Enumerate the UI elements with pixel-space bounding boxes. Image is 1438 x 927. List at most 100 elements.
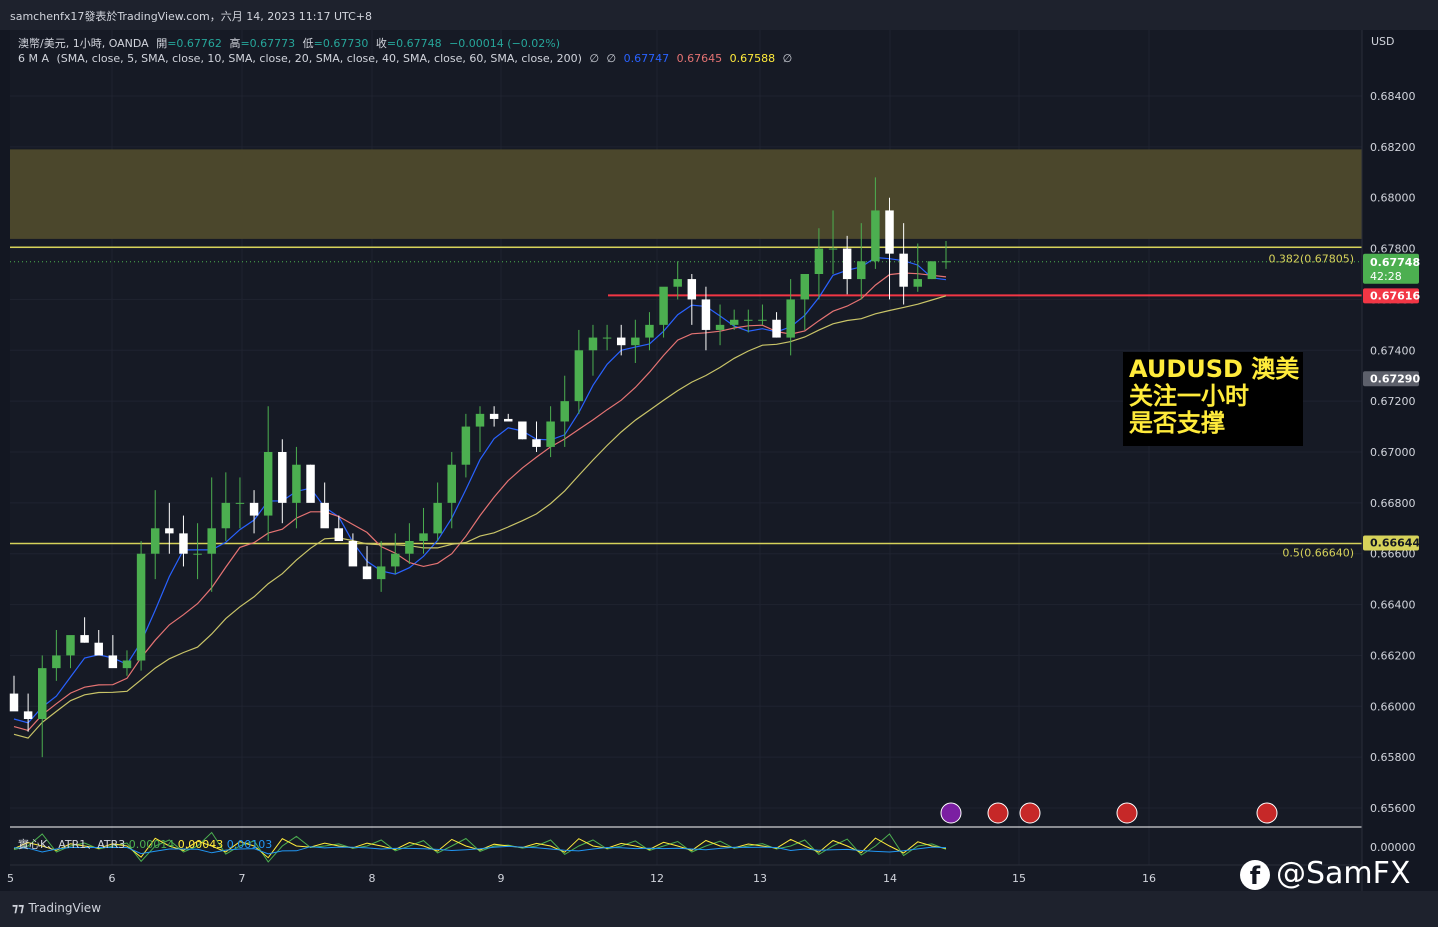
candle-body: [574, 350, 584, 402]
price-axis: 0.684000.682000.680000.678000.676000.674…: [1370, 90, 1416, 854]
watermark-text: @SamFX: [1276, 856, 1411, 891]
close-label: 收: [375, 37, 387, 50]
price-tick-label: 0.67200: [1370, 395, 1416, 408]
close-value: =0.67748: [386, 37, 442, 50]
candle-body: [758, 319, 767, 321]
candle-body: [38, 668, 47, 719]
candle-body: [419, 533, 428, 541]
candle-body: [885, 210, 894, 254]
high-label: 高: [229, 37, 241, 50]
candle-body: [94, 642, 103, 656]
tradingview-brand[interactable]: ⁊⁊ TradingView: [12, 901, 101, 915]
price-tick-label: 0.67000: [1370, 446, 1416, 459]
moving-averages: [13, 256, 947, 739]
price-tick-label: 0.68000: [1370, 192, 1416, 205]
ma-value-1: 0.67747: [623, 52, 670, 65]
last-price-tag-bg: [1363, 253, 1419, 284]
candle-body: [221, 502, 231, 529]
facebook-icon: f: [1240, 859, 1270, 890]
price-tick-label: 0.66600: [1370, 548, 1416, 561]
atr-line-2: [13, 837, 947, 859]
ma-value-2: 0.67645: [676, 52, 723, 65]
last-price-tag: 0.67748: [1370, 256, 1420, 269]
publish-header: samchenfx17發表於TradingView.com，六月 14, 202…: [0, 0, 1438, 30]
currency-label: USD: [1371, 35, 1395, 48]
candle-body: [278, 452, 287, 503]
candle-body: [673, 279, 682, 287]
candle-body: [927, 261, 937, 280]
candle-body: [800, 274, 810, 300]
time-tick-label: 9: [498, 872, 505, 885]
candle-body: [165, 528, 174, 534]
candle-body: [744, 319, 753, 321]
author-watermark: f @SamFX: [1240, 856, 1410, 891]
price-tick-label: 0.66400: [1370, 599, 1416, 612]
fib-level-label: 0.382(0.67805): [1268, 252, 1354, 265]
indicator-value-3: 0.00103: [226, 838, 273, 851]
support-price-tag-bg: [1363, 288, 1419, 304]
candle-body: [348, 541, 358, 567]
candle-body: [461, 426, 471, 465]
candle-body: [645, 324, 654, 338]
gray-price-tag-bg: [1363, 371, 1419, 387]
candle-body: [701, 299, 711, 330]
high-value: =0.67773: [240, 37, 296, 50]
ma-value-3: 0.67588: [729, 52, 776, 65]
candle-body: [391, 553, 400, 567]
candle-body: [532, 439, 541, 447]
atr-line-1: [13, 831, 947, 863]
price-tick-label: 0.66200: [1370, 649, 1416, 662]
symbol-name: 澳幣/美元, 1小時, OANDA: [18, 37, 149, 50]
candle-body: [122, 660, 132, 669]
price-tick-label: 0.66000: [1370, 700, 1416, 713]
candle-body: [518, 421, 527, 440]
candle-body: [546, 421, 555, 447]
candle-body: [616, 337, 626, 346]
candle-body: [66, 635, 75, 656]
ma-legend: 6 M A (SMA, close, 5, SMA, close, 10, SM…: [18, 52, 796, 65]
candle-body: [405, 541, 414, 554]
price-tick-label: 0.67400: [1370, 344, 1416, 357]
candle-body: [334, 528, 344, 541]
gray-price-tag: 0.67290: [1370, 372, 1420, 385]
candle-body: [913, 279, 922, 287]
brand-text: TradingView: [28, 901, 102, 915]
candle-body: [292, 464, 301, 503]
price-tick-label: 0.67800: [1370, 243, 1416, 256]
candle-body: [489, 413, 499, 419]
candle-body: [772, 319, 781, 338]
candle-body: [729, 319, 739, 325]
ma-line-fast: [13, 256, 947, 724]
time-tick-label: 16: [1142, 872, 1156, 885]
time-tick-label: 8: [369, 872, 376, 885]
time-tick-label: 12: [650, 872, 664, 885]
indicator-name: 實心K、ATR1、ATR3: [18, 838, 126, 851]
price-tick-label: 0.65600: [1370, 802, 1416, 815]
candle-body: [80, 635, 89, 643]
time-tick-label: 6: [109, 872, 116, 885]
open-label: 開: [156, 37, 168, 50]
price-tick-label: 0.68400: [1370, 90, 1416, 103]
candle-body: [433, 502, 442, 534]
candle-body: [9, 693, 19, 712]
low-value: =0.67730: [313, 37, 369, 50]
candle-body: [447, 464, 456, 503]
annotation-note: AUDUSD 澳美 关注一小时 是否支撑: [1123, 352, 1303, 446]
atr-line-3: [13, 845, 947, 855]
ma-empty-3: ∅: [782, 52, 793, 65]
candle-body: [941, 261, 951, 263]
candle-body: [207, 528, 216, 554]
candle-body: [715, 324, 725, 330]
candle-body: [376, 566, 386, 580]
indicator-value-1: 0.00014: [128, 838, 175, 851]
time-tick-label: 15: [1012, 872, 1026, 885]
candle-body: [504, 418, 513, 422]
candle-body: [136, 553, 146, 661]
candle-body: [475, 413, 485, 427]
candle-body: [263, 452, 273, 516]
open-value: =0.67762: [167, 37, 222, 50]
note-line-3: 是否支撑: [1129, 409, 1225, 437]
tradingview-logo-icon: ⁊⁊: [12, 901, 29, 915]
time-tick-label: 5: [7, 872, 14, 885]
